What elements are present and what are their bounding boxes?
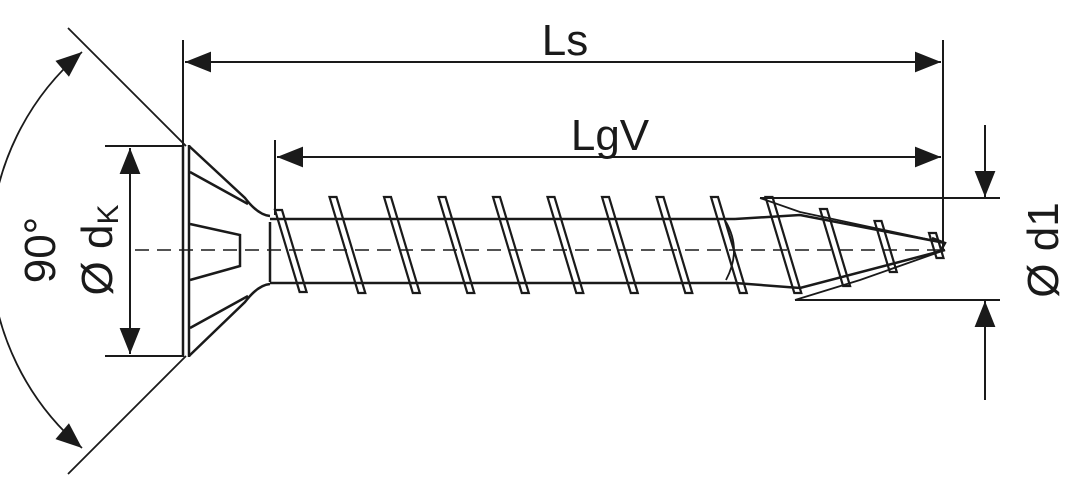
thread-turn [818, 207, 852, 288]
angle-dimension [0, 27, 187, 475]
thread-turn [764, 195, 803, 295]
drive-recess [189, 222, 242, 282]
dk-dimension [105, 145, 183, 357]
lgv-label: LgV [571, 111, 650, 160]
ls-dimension [182, 40, 944, 250]
thread-turn [600, 195, 640, 295]
ls-label: Ls [542, 16, 588, 65]
thread-turn [927, 231, 945, 260]
screw-head [181, 145, 272, 357]
thread-turn [709, 195, 749, 295]
head-diameter-subscript: K [92, 205, 125, 225]
thread-turn [873, 219, 899, 274]
screw-threads [273, 195, 945, 295]
thread-turn [382, 195, 422, 295]
thread-turn [273, 208, 309, 294]
thread-diameter-label: Ø d1 [1019, 202, 1068, 297]
thread-turn [546, 195, 585, 295]
d1-dimension [760, 125, 1000, 400]
thread-turn [328, 195, 367, 295]
thread-turn [491, 195, 531, 295]
thread-turn [655, 195, 694, 295]
angle-label: 90° [16, 217, 65, 284]
head-diameter-text: Ø d [73, 225, 122, 296]
lgv-dimension [274, 140, 941, 215]
head-diameter-label: Ø dK [73, 205, 125, 296]
thread-turn [437, 195, 476, 295]
